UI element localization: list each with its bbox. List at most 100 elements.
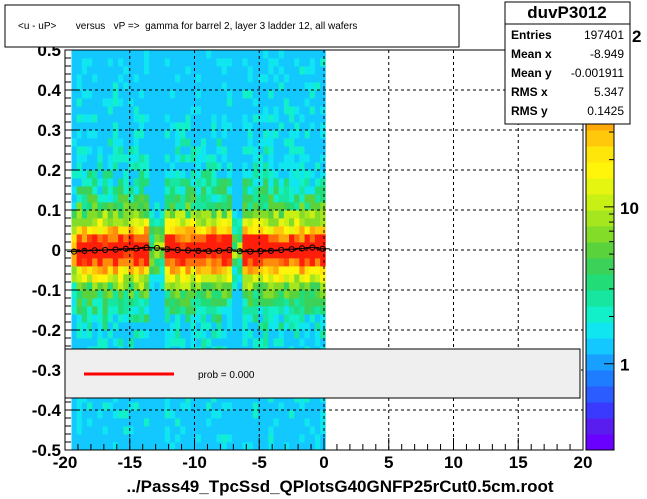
heatmap-cell [169,290,176,299]
heatmap-cell [92,202,98,211]
heatmap-cell [180,194,186,203]
heatmap-cell [164,74,171,83]
heatmap-cell [232,202,238,211]
heatmap-cell [200,338,207,347]
heatmap-cell [169,250,176,259]
heatmap-cell [97,58,103,67]
heatmap-cell [206,314,212,323]
heatmap-cell [247,314,254,323]
heatmap-cell [92,306,98,315]
heatmap-cell [273,74,280,83]
heatmap-cell [211,402,217,411]
heatmap-cell [175,178,181,187]
heatmap-cell [263,138,269,147]
heatmap-cell [123,210,129,219]
heatmap-cell [92,242,98,251]
heatmap-cell [92,266,98,275]
heatmap-cell [195,410,202,419]
heatmap-cell [294,266,300,275]
heatmap-cell [143,162,150,171]
heatmap-cell [169,298,176,307]
heatmap-cell [257,298,264,307]
heatmap-cell [87,298,93,307]
heatmap-cell [309,226,316,235]
profile-point [226,246,233,254]
heatmap-cell [299,282,305,291]
heatmap-cell [118,154,124,163]
heatmap-cell [200,330,207,339]
heatmap-cell [164,162,171,171]
heatmap-cell [185,186,192,195]
heatmap-cell [87,410,93,419]
heatmap-cell [237,58,243,67]
heatmap-cell [143,330,150,339]
heatmap-cell [112,306,119,315]
heatmap-cell [128,130,135,139]
heatmap-cell [226,130,233,139]
y-axis: -0.5-0.4-0.3-0.2-0.100.10.20.30.40.5 [32,41,77,460]
stats-value: -8.949 [590,47,624,61]
heatmap-cell [76,266,83,275]
heatmap-cell [216,66,223,75]
heatmap-cell [278,130,285,139]
heatmap-cell [237,154,243,163]
heatmap-cell [118,234,124,243]
stats-label: Mean y [511,66,552,80]
heatmap-cell [180,274,186,283]
heatmap-cell [154,186,160,195]
heatmap-cell [71,234,78,243]
heatmap-cell [149,242,155,251]
heatmap-cell [268,66,274,75]
heatmap-cell [232,330,238,339]
heatmap-cell [138,74,145,83]
heatmap-cell [138,242,145,251]
heatmap-cell [242,50,248,59]
colorbar-segment [586,370,614,387]
heatmap-cell [118,98,124,107]
heatmap-cell [252,298,259,307]
heatmap-cell [180,162,186,171]
heatmap-cell [87,162,93,171]
heatmap-cell [206,122,212,131]
heatmap-cell [268,170,274,179]
heatmap-cell [273,258,280,267]
heatmap-cell [71,218,78,227]
heatmap-cell [180,130,186,139]
heatmap-cell [320,194,326,203]
heatmap-cell [175,130,181,139]
heatmap-cell [268,314,274,323]
heatmap-cell [226,434,233,443]
heatmap-cell [221,426,228,435]
heatmap-cell [143,138,150,147]
heatmap-cell [211,242,217,251]
heatmap-cell [232,178,238,187]
heatmap-cell [221,186,228,195]
heatmap-cell [320,226,326,235]
heatmap-cell [232,146,238,155]
heatmap-cell [257,66,264,75]
heatmap-cell [226,202,233,211]
heatmap-cell [237,186,243,195]
heatmap-cell [216,434,223,443]
heatmap-cell [149,314,155,323]
heatmap-cell [92,82,98,91]
heatmap-cell [81,186,88,195]
heatmap-cell [206,106,212,115]
heatmap-cell [112,186,119,195]
heatmap-cell [268,322,274,331]
heatmap-cell [87,442,93,450]
heatmap-cell [200,434,207,443]
heatmap-cell [283,74,290,83]
heatmap-cell [314,402,321,411]
heatmap-cell [87,122,93,131]
heatmap-cell [195,258,202,267]
heatmap-cell [169,322,176,331]
heatmap-cell [226,442,233,450]
heatmap-cell [216,426,223,435]
heatmap-cell [180,186,186,195]
heatmap-cell [164,226,171,235]
heatmap-cell [123,50,129,59]
heatmap-cell [128,66,135,75]
heatmap-cell [257,306,264,315]
heatmap-cell [273,282,280,291]
